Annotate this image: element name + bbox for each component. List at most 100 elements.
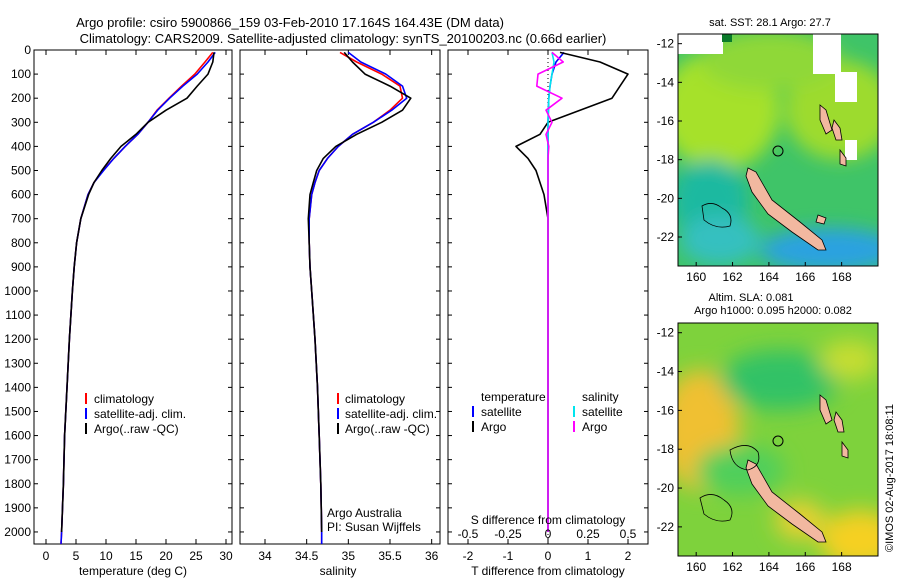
difference-s-label: S difference from climatology: [471, 513, 626, 527]
y-tick-label: 1000: [4, 284, 31, 298]
y-tick-label: 400: [11, 139, 31, 153]
temperature-legend: climatology satellite-adj. clim. Argo(..…: [85, 392, 186, 436]
s-tick-label: 0: [545, 527, 552, 541]
x-tick-label: 34.5: [295, 549, 319, 563]
sla-map-island-vanuatu-2: [833, 411, 845, 433]
map-y-tick-label: -20: [657, 481, 675, 495]
map-x-tick-label: 166: [795, 270, 815, 284]
x-tick-label: 25: [189, 549, 203, 563]
salinity-annotation-line-2: PI: Susan Wijffels: [327, 520, 421, 534]
series-line-salinity-argo: [535, 51, 565, 532]
sst-map-title: sat. SST: 28.1 Argo: 27.7: [709, 17, 831, 29]
map-y-tick-label: -20: [657, 191, 675, 205]
title-line-2: Climatology: CARS2009. Satellite-adjuste…: [80, 31, 607, 46]
map-y-tick-label: -18: [657, 442, 675, 456]
difference-legend-t-argo: Argo: [481, 420, 507, 434]
y-tick-label: 2000: [4, 525, 31, 539]
x-tick-label: -1: [503, 549, 514, 563]
temperature-x-label: temperature (deg C): [79, 564, 187, 578]
sla-map-field: [678, 323, 878, 556]
difference-legend: temperature satellite Argo salinity sate…: [472, 390, 623, 434]
sst-map-argo-marker: [772, 145, 784, 157]
temperature-panel: 0100200300400500600700800900100011001200…: [4, 43, 233, 578]
salinity-annotation-line-1: Argo Australia: [327, 506, 402, 520]
s-tick-label: 0.5: [620, 527, 637, 541]
sla-map-island-vanuatu-1: [819, 394, 833, 425]
map-y-tick-label: -16: [657, 403, 675, 417]
x-tick-label: 30: [219, 549, 233, 563]
s-tick-label: -0.5: [458, 527, 479, 541]
map-y-tick-label: -22: [657, 520, 675, 534]
sla-map-title-line-2: Argo h1000: 0.095 h2000: 0.082: [694, 305, 852, 317]
y-tick-label: 700: [11, 212, 31, 226]
y-tick-label: 1800: [4, 477, 31, 491]
map-y-tick-label: -22: [657, 230, 675, 244]
sst-map-island-vanuatu-2: [831, 119, 843, 141]
series-line-temperature-argo: [515, 51, 629, 532]
temperature-y-ticks: 0 100 200 300 400 500 600 700 800 900 1000 1100 1200…: [4, 43, 232, 539]
map-x-tick-label: 160: [686, 560, 706, 574]
x-tick-label: 36: [425, 549, 439, 563]
difference-legend-temperature-header: temperature: [481, 390, 546, 404]
x-tick-label: 10: [99, 549, 113, 563]
difference-legend-s-argo: Argo: [582, 420, 608, 434]
y-tick-label: 1400: [4, 380, 31, 394]
y-tick-label: 900: [11, 260, 31, 274]
y-tick-label: 800: [11, 236, 31, 250]
y-tick-label: 1100: [5, 308, 31, 322]
series-line-argo-raw-qc-: [307, 51, 412, 533]
sla-map-contour-line: [729, 445, 760, 471]
temperature-x-ticks: 0 5 10 15 20 25 30: [43, 50, 233, 563]
salinity-legend: climatology satellite-adj. clim. Argo(..…: [337, 392, 437, 436]
series-line-satellite-adj-clim-: [60, 51, 216, 545]
map-x-tick-label: 164: [759, 270, 779, 284]
salinity-legend-climatology: climatology: [345, 392, 405, 406]
x-tick-label: -2: [463, 549, 474, 563]
x-tick-label: 2: [625, 549, 632, 563]
map-x-tick-label: 162: [723, 560, 743, 574]
map-x-tick-label: 166: [795, 560, 815, 574]
sst-map-frame: [677, 33, 879, 267]
series-line-argo-raw-qc-: [60, 52, 215, 533]
temperature-legend-argo: Argo(..raw -QC): [94, 422, 179, 436]
sla-map-panel: Altim. SLA: 0.081 Argo h1000: 0.095 h200…: [657, 292, 879, 574]
sst-map-island-loyalty: [815, 214, 827, 225]
x-tick-label: 5: [73, 549, 80, 563]
sla-map-island-vanuatu-3: [841, 440, 849, 459]
series-line-satellite-adj-clim-: [308, 51, 408, 544]
title-line-1: Argo profile: csiro 5900866_159 03-Feb-2…: [76, 15, 504, 30]
x-tick-label: 0: [545, 549, 552, 563]
temperature-legend-climatology: climatology: [94, 392, 154, 406]
difference-s-tick-labels: -0.5 -0.25 0 0.25 0.5: [458, 527, 637, 541]
y-tick-label: 1200: [4, 332, 31, 346]
y-tick-label: 1500: [4, 404, 31, 418]
difference-x-label: T difference from climatology: [471, 564, 625, 578]
map-y-tick-label: -14: [657, 75, 675, 89]
salinity-legend-satellite: satellite-adj. clim.: [345, 407, 437, 421]
salinity-x-ticks: 34 34.5 35 35.5 36: [258, 50, 439, 563]
s-tick-label: -0.25: [494, 527, 522, 541]
y-tick-label: 1300: [4, 356, 31, 370]
y-tick-label: 1700: [4, 453, 31, 467]
credit-stamp: ©IMOS 02-Aug-2017 18:08:11: [884, 404, 896, 552]
difference-lines: [515, 51, 629, 532]
x-tick-label: 15: [129, 549, 143, 563]
salinity-axes-frame: [239, 49, 441, 545]
y-tick-label: 300: [11, 115, 31, 129]
map-y-tick-label: -12: [657, 326, 675, 340]
map-x-tick-label: 160: [686, 270, 706, 284]
sla-map-argo-marker: [772, 435, 784, 447]
series-line-climatology: [60, 51, 214, 545]
map-y-tick-label: -18: [657, 153, 675, 167]
x-tick-label: 35.5: [378, 549, 402, 563]
x-tick-label: 1: [585, 549, 592, 563]
difference-x-ticks: -2 -1 0 1 2: [463, 50, 632, 563]
sla-map-reef-contour: [699, 494, 733, 522]
y-tick-label: 200: [11, 91, 31, 105]
difference-panel: -2 -1 0 1 2 T difference from climatology S …: [447, 49, 649, 578]
sla-map-ticks: 160 162 164 166 168 -12 -14 -16 -18 -20 -22: [657, 326, 852, 574]
map-y-tick-label: -16: [657, 114, 675, 128]
series-line-climatology: [308, 51, 404, 544]
x-tick-label: 20: [159, 549, 173, 563]
map-x-tick-label: 168: [832, 560, 852, 574]
